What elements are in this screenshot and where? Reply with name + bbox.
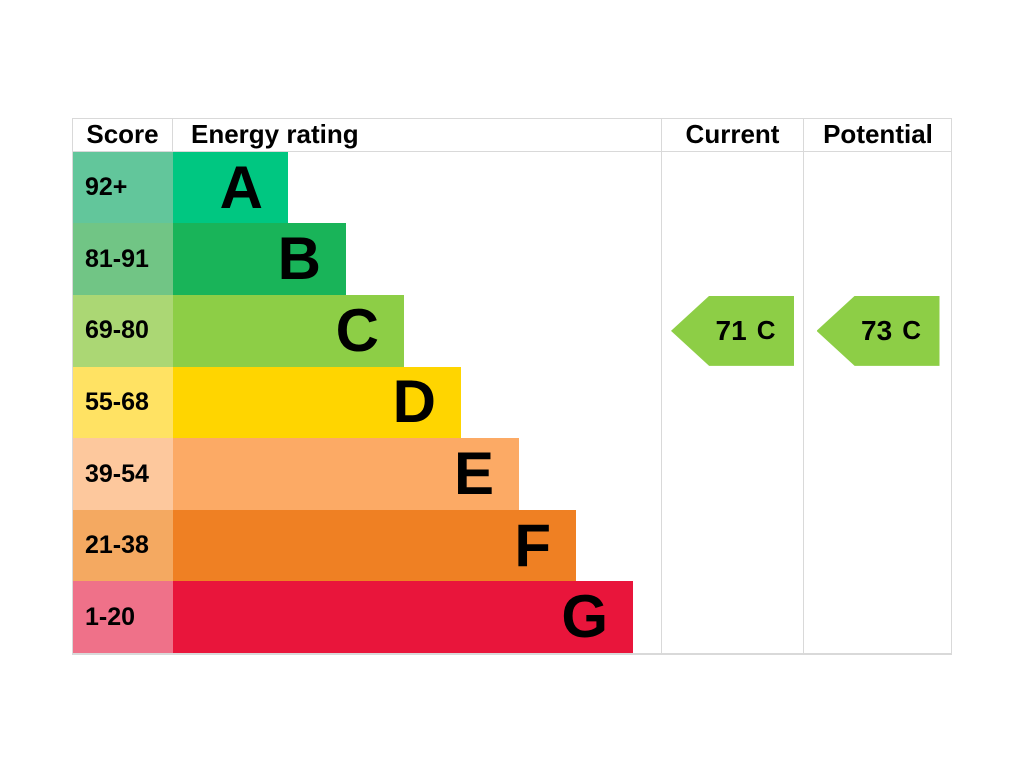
band-row-e: 39-54 E: [73, 438, 951, 510]
score-range-e: 39-54: [73, 438, 173, 510]
potential-cell: [803, 151, 952, 224]
potential-column-header: Potential: [803, 119, 952, 151]
table-header-row: Score Energy rating Current Potential: [73, 119, 951, 152]
current-cell: 71 C: [661, 295, 803, 367]
band-row-g: 1-20 G: [73, 581, 951, 653]
rating-arrow-band-letter: C: [902, 315, 921, 346]
current-cell: [661, 151, 803, 224]
band-bar-c: C: [173, 295, 404, 367]
rating-arrow-band-letter: C: [756, 315, 776, 346]
band-bar-cell: D: [173, 366, 661, 439]
potential-cell: [803, 509, 952, 582]
energy-rating-column-header: Energy rating: [191, 119, 359, 150]
potential-cell: 73 C: [803, 295, 952, 367]
score-range-a: 92+: [73, 151, 173, 224]
current-cell: [661, 581, 803, 653]
score-range-g: 1-20: [73, 581, 173, 653]
potential-cell: [803, 366, 952, 439]
band-bar-cell: G: [173, 581, 661, 653]
band-row-c: 69-80 C 71 C 73 C: [73, 295, 951, 367]
potential-cell: [803, 223, 952, 296]
score-column-header: Score: [73, 119, 173, 151]
score-range-d: 55-68: [73, 366, 173, 439]
band-bar-d: D: [173, 366, 461, 439]
score-range-b: 81-91: [73, 223, 173, 296]
current-cell: [661, 509, 803, 582]
score-range-f: 21-38: [73, 509, 173, 582]
band-row-f: 21-38 F: [73, 509, 952, 582]
score-range-c: 69-80: [73, 295, 173, 367]
band-row-a: 92+ A: [73, 151, 952, 224]
band-row-d: 55-68 D: [73, 366, 952, 439]
band-bar-cell: A: [173, 151, 661, 224]
rating-arrow-value: 73: [861, 314, 893, 346]
epc-table: Score Energy rating Current Potential 92…: [72, 118, 952, 655]
rating-arrow-value: 71: [715, 314, 747, 346]
band-bar-g: G: [173, 581, 633, 653]
band-bar-a: A: [173, 151, 288, 224]
band-row-b: 81-91 B: [73, 223, 952, 296]
band-bar-cell: F: [173, 509, 661, 582]
band-bar-cell: E: [173, 438, 661, 510]
potential-rating-arrow: 73 C: [816, 295, 940, 366]
band-bar-cell: B: [173, 223, 661, 296]
potential-cell: [803, 581, 952, 653]
current-column-header: Current: [661, 119, 803, 151]
band-bar-e: E: [173, 438, 519, 510]
band-bar-f: F: [173, 509, 576, 582]
current-rating-arrow: 71 C: [671, 295, 794, 366]
band-bar-b: B: [173, 223, 346, 296]
current-cell: [661, 438, 803, 510]
current-cell: [661, 366, 803, 439]
potential-cell: [803, 438, 952, 510]
band-bar-cell: C: [173, 295, 661, 367]
current-cell: [661, 223, 803, 296]
